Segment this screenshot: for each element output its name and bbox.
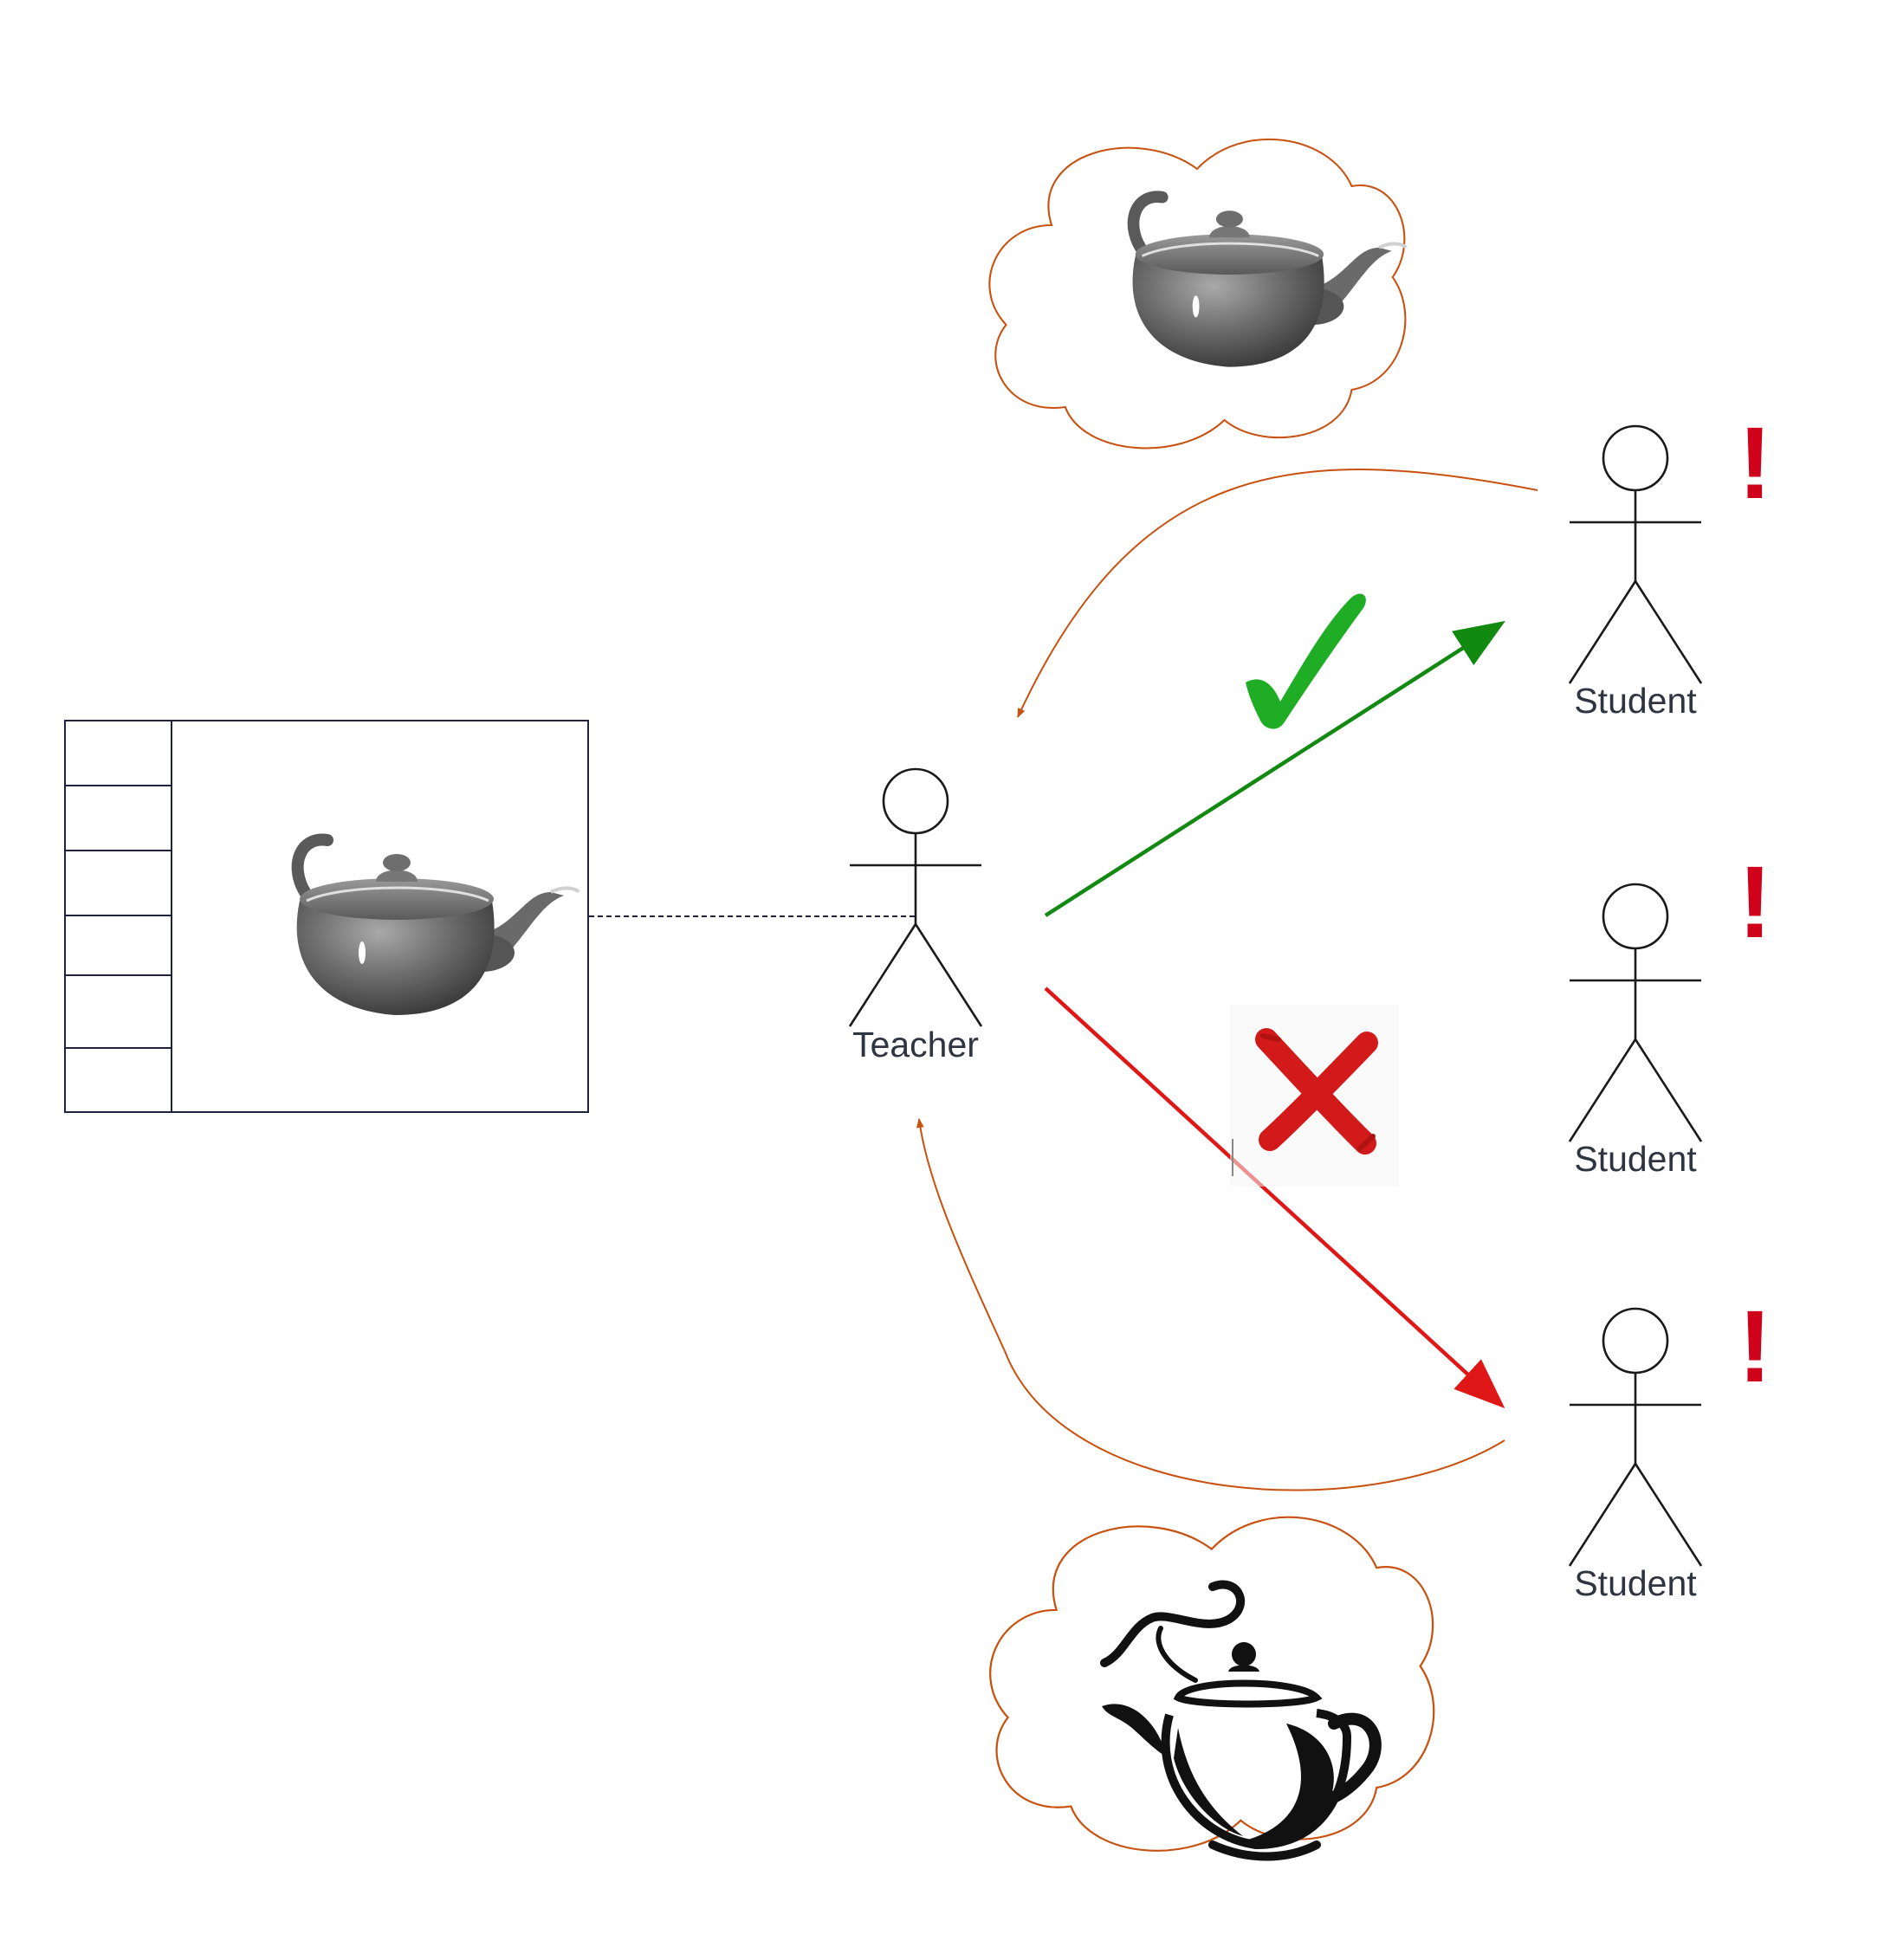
teapot-silhouette-icon — [1100, 1580, 1382, 1861]
cross-icon — [1230, 1005, 1399, 1187]
wrong-arrow — [1044, 986, 1505, 1408]
student-actor-top — [1568, 424, 1703, 685]
alert-icon-top: ! — [1738, 406, 1771, 521]
student-label-bottom: Student — [1574, 1563, 1697, 1603]
student-actor-bottom — [1568, 1307, 1703, 1568]
student-label-top: Student — [1574, 681, 1697, 721]
student-label-middle: Student — [1574, 1139, 1697, 1179]
teacher-label: Teacher — [852, 1025, 979, 1064]
student-actor-middle — [1568, 883, 1703, 1143]
teacher-actor — [848, 767, 983, 1028]
teapot-3d-icon-cloud — [1133, 197, 1407, 366]
correct-arrow — [1044, 620, 1505, 917]
feedback-arrow-bottom — [916, 1117, 1505, 1491]
feedback-arrow-top — [1017, 469, 1538, 718]
alert-icon-middle: ! — [1738, 845, 1771, 960]
checkmark-icon — [1246, 593, 1366, 729]
alert-icon-bottom: ! — [1738, 1290, 1771, 1404]
